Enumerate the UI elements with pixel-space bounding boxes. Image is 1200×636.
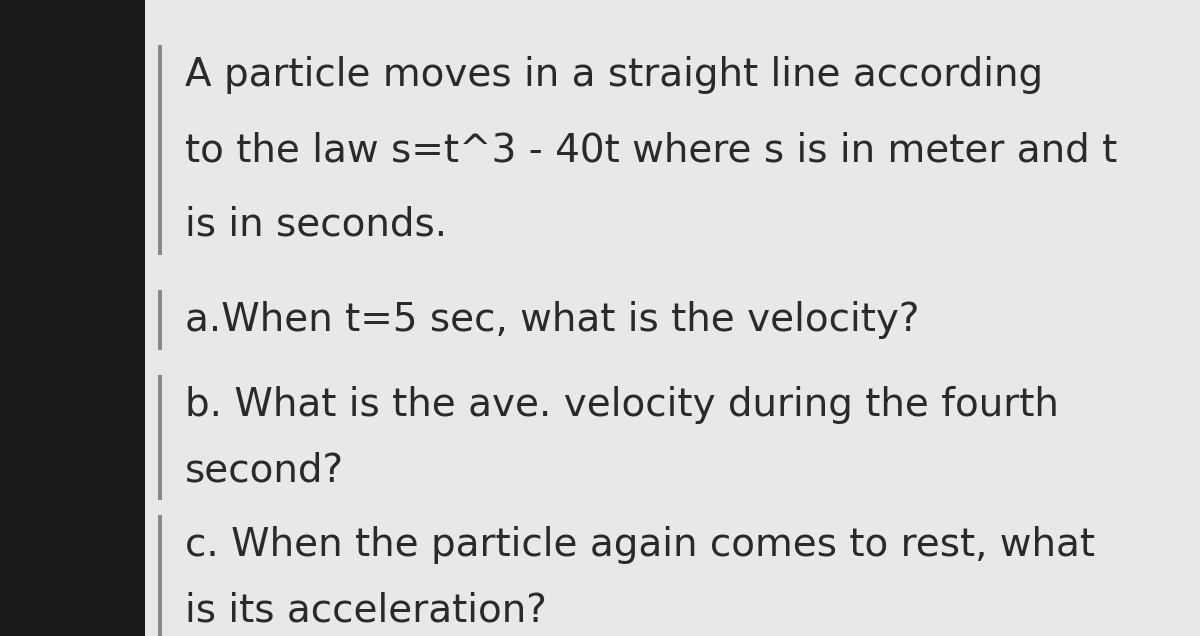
- Text: b. What is the ave. velocity during the fourth: b. What is the ave. velocity during the …: [185, 386, 1058, 424]
- Bar: [0, 0, 145, 636]
- Bar: [158, 290, 162, 350]
- Text: c. When the particle again comes to rest, what: c. When the particle again comes to rest…: [185, 526, 1096, 564]
- Bar: [158, 375, 162, 500]
- Text: is in seconds.: is in seconds.: [185, 206, 448, 244]
- Text: A particle moves in a straight line according: A particle moves in a straight line acco…: [185, 56, 1043, 94]
- Bar: [158, 515, 162, 636]
- Text: second?: second?: [185, 451, 344, 489]
- Bar: [145, 0, 1200, 636]
- Bar: [158, 45, 162, 255]
- Text: a.When t=5 sec, what is the velocity?: a.When t=5 sec, what is the velocity?: [185, 301, 919, 339]
- Text: is its acceleration?: is its acceleration?: [185, 591, 547, 629]
- Text: to the law s=t^3 - 40t where s is in meter and t: to the law s=t^3 - 40t where s is in met…: [185, 131, 1117, 169]
